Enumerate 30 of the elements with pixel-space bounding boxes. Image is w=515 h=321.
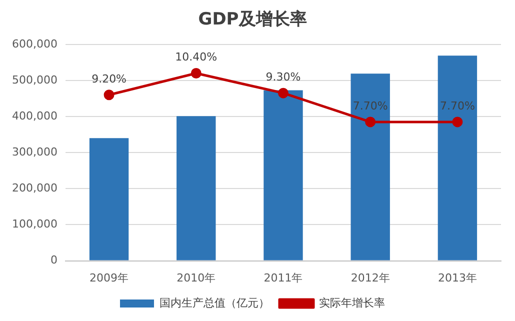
y-tick-label: 500,000 xyxy=(12,73,58,86)
bar xyxy=(350,74,390,260)
x-tick-label: 2009年 xyxy=(90,271,129,284)
bar xyxy=(264,90,303,260)
data-label: 9.20% xyxy=(92,72,127,86)
bar xyxy=(89,138,129,260)
y-tick-label: 0 xyxy=(50,254,58,267)
x-tick-label: 2011年 xyxy=(264,271,303,284)
legend-label: 实际年增长率 xyxy=(319,296,385,310)
bar xyxy=(176,116,216,260)
data-label: 9.30% xyxy=(266,70,301,84)
data-label: 7.70% xyxy=(352,99,388,112)
chart-title: GDP及增长率 xyxy=(198,10,307,30)
point xyxy=(278,88,288,98)
y-tick-label: 100,000 xyxy=(12,218,58,231)
point xyxy=(190,68,202,79)
data-label: 7.70% xyxy=(440,99,475,112)
x-tick-label: 2012年 xyxy=(350,271,390,284)
point xyxy=(104,90,114,100)
y-tick-label: 300,000 xyxy=(12,145,58,158)
y-tick-label: 400,000 xyxy=(12,109,58,122)
x-tick-label: 2013年 xyxy=(438,271,477,284)
point xyxy=(452,116,463,128)
bar xyxy=(438,56,478,260)
data-label: 10.40% xyxy=(175,50,218,64)
y-tick-label: 600,000 xyxy=(12,37,58,50)
y-tick-label: 200,000 xyxy=(12,182,58,195)
x-tick-label: 2010年 xyxy=(176,271,216,284)
legend-label: 国内生产总值（亿元） xyxy=(160,296,270,310)
point xyxy=(365,116,376,128)
